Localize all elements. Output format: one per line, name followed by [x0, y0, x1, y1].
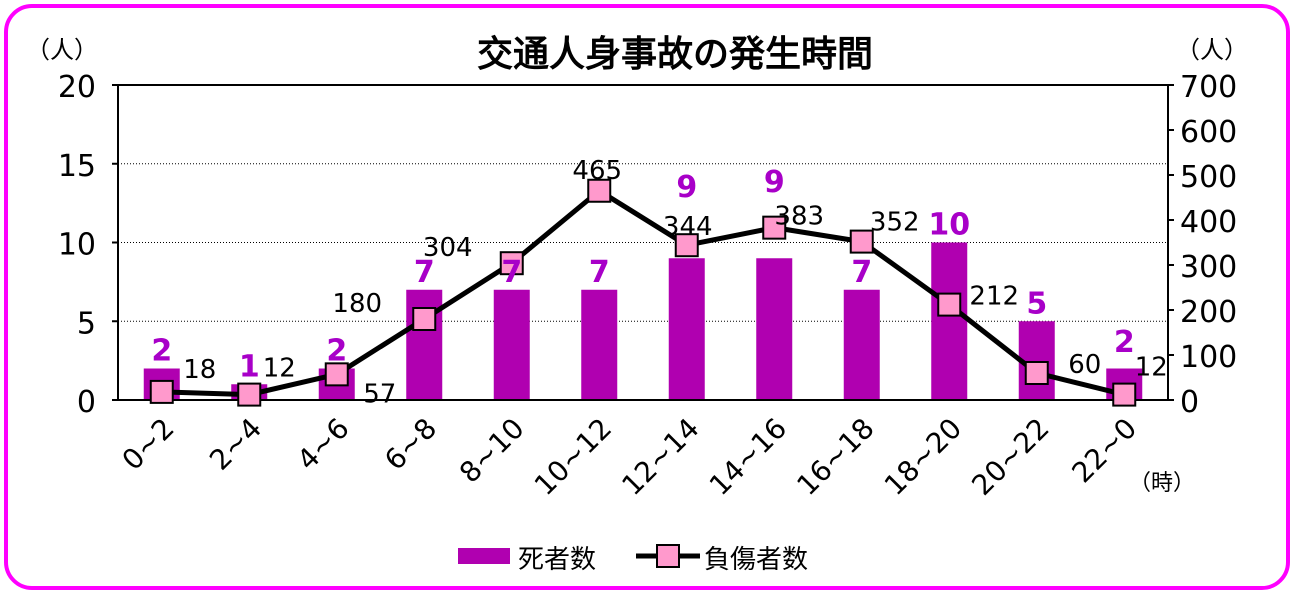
right-axis-unit: （人） [1176, 36, 1248, 64]
line-data-label: 60 [1068, 350, 1101, 380]
marker-injuries [324, 362, 349, 387]
bar-deaths [756, 258, 793, 400]
x-tick-label: 16~18 [790, 412, 880, 502]
line-data-label: 180 [332, 289, 382, 319]
marker-injuries [149, 379, 174, 404]
bar-data-label: 2 [1114, 325, 1135, 360]
marker-injuries [1024, 361, 1049, 385]
legend-swatch-injuries-marker [656, 544, 680, 568]
marker-injuries [762, 215, 787, 240]
bar-data-label: 9 [676, 170, 697, 205]
bar-data-label: 2 [326, 334, 347, 369]
marker-injuries [849, 229, 874, 254]
marker-injuries [412, 307, 437, 331]
x-tick-label: 2~4 [203, 412, 268, 477]
x-tick-label: 4~6 [291, 412, 356, 477]
line-data-label: 18 [183, 355, 216, 385]
right-tick-label: 700 [1180, 70, 1237, 105]
chart-frame [4, 4, 1290, 590]
right-tick-label: 600 [1180, 115, 1237, 150]
line-data-label: 352 [870, 208, 920, 238]
line-injuries [161, 188, 1125, 398]
left-tick-label: 5 [77, 306, 96, 341]
right-tick-label: 0 [1180, 385, 1199, 420]
bar-data-label: 5 [1026, 286, 1047, 321]
bar-deaths [493, 289, 530, 400]
left-tick-label: 10 [58, 228, 96, 263]
x-tick-label: 12~14 [615, 412, 705, 502]
line-data-label: 383 [774, 202, 824, 232]
x-axis-unit: （時） [1129, 471, 1195, 496]
bar-data-label: 7 [589, 255, 610, 290]
bar-data-label: 7 [414, 255, 435, 290]
right-tick-label: 100 [1180, 340, 1237, 375]
right-tick-label: 300 [1180, 250, 1237, 285]
marker-injuries [937, 292, 962, 317]
bar-deaths [843, 289, 880, 400]
left-tick-label: 20 [58, 70, 96, 105]
line-data-label: 12 [1135, 353, 1168, 383]
bar-data-label: 1 [239, 349, 260, 384]
right-tick-label: 400 [1180, 205, 1237, 240]
bar-deaths [581, 289, 618, 400]
x-tick-label: 8~10 [453, 412, 531, 490]
chart-title: 交通人身事故の発生時間 [477, 33, 873, 75]
bar-data-label: 7 [851, 255, 872, 290]
bar-data-label: 2 [151, 334, 172, 369]
left-axis-unit: （人） [26, 36, 98, 64]
line-data-label: 465 [572, 156, 622, 186]
bar-deaths [406, 289, 443, 400]
line-data-label: 12 [263, 354, 296, 384]
marker-injuries [499, 251, 524, 276]
right-tick-label: 500 [1180, 160, 1237, 195]
left-tick-label: 15 [58, 149, 96, 184]
line-data-label: 344 [663, 212, 713, 242]
bar-data-label: 7 [501, 255, 522, 290]
x-tick-label: 6~8 [378, 412, 443, 477]
marker-injuries [237, 382, 262, 407]
x-tick-label: 18~20 [878, 412, 968, 502]
left-tick-label: 0 [77, 385, 96, 420]
legend-label-deaths: 死者数 [518, 545, 596, 575]
marker-injuries [587, 178, 612, 203]
x-tick-label: 0~2 [116, 412, 181, 477]
bar-deaths [668, 258, 705, 400]
marker-injuries [674, 233, 699, 258]
x-tick-label: 10~12 [528, 412, 618, 502]
bar-deaths [931, 242, 968, 400]
marker-injuries [1112, 382, 1137, 407]
bar-data-label: 9 [764, 165, 785, 200]
bar-data-label: 10 [928, 208, 970, 243]
line-data-label: 57 [363, 379, 396, 409]
right-tick-label: 200 [1180, 295, 1237, 330]
legend-label-injuries: 負傷者数 [704, 545, 808, 575]
line-data-label: 304 [423, 233, 473, 263]
legend-swatch-deaths [458, 548, 510, 564]
line-data-label: 212 [969, 282, 1019, 312]
x-tick-label: 14~16 [703, 412, 793, 502]
x-tick-label: 20~22 [965, 412, 1055, 502]
